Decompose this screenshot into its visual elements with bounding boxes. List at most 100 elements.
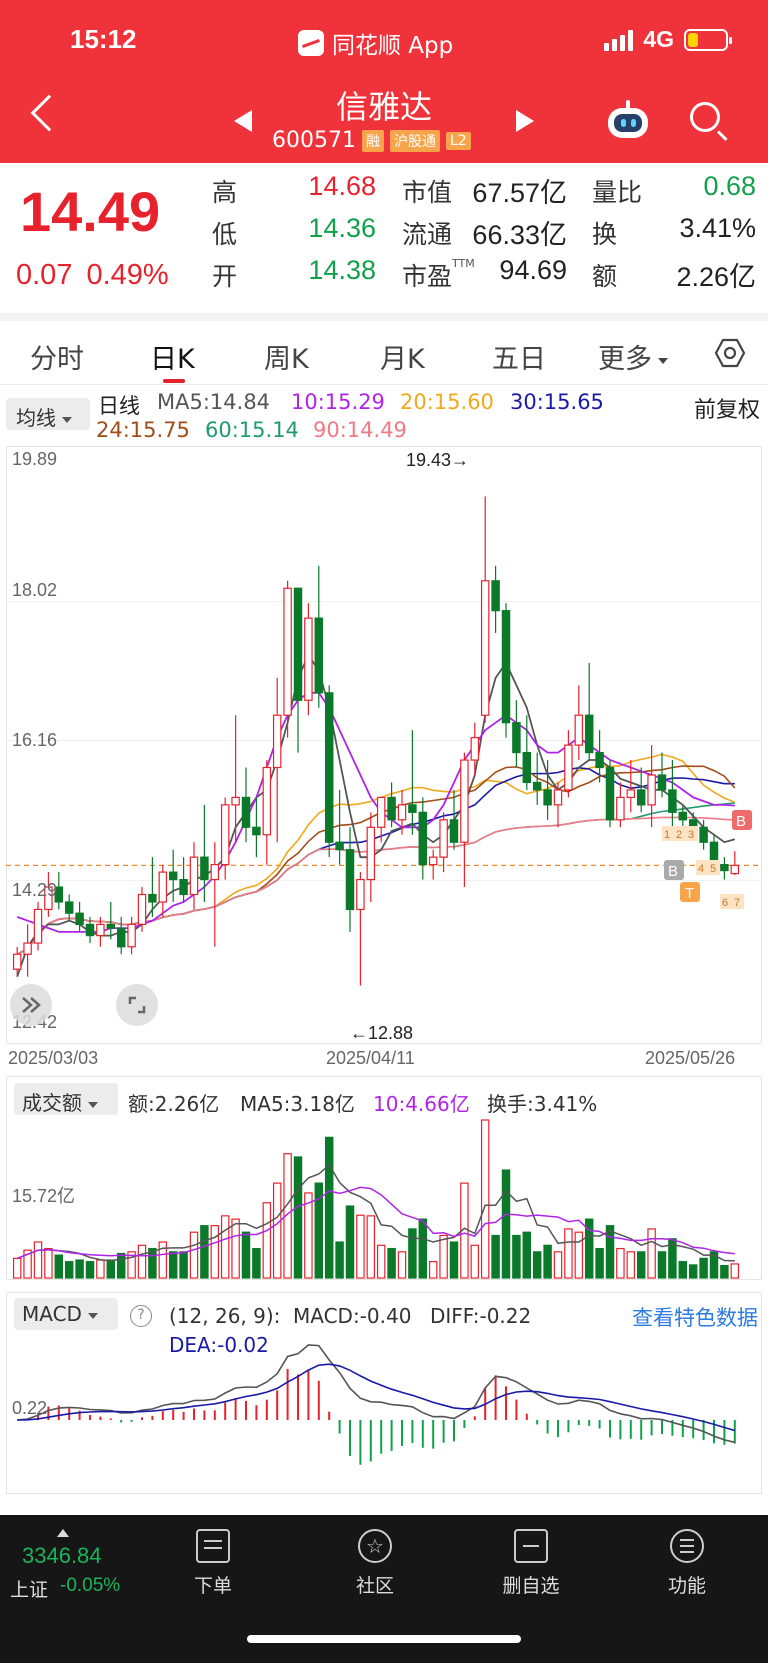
prev-stock-icon[interactable]: [234, 110, 252, 132]
stock-code: 600571: [272, 128, 356, 153]
price-axis-mid3: 14.29: [12, 880, 58, 900]
quote-panel: 14.49 0.07 0.49% 高 14.68 低 14.36 开 14.38 …: [0, 163, 768, 313]
macd-params: (12, 26, 9):: [169, 1304, 281, 1328]
last-price: 14.49: [20, 180, 161, 243]
turnover-label: 换: [592, 220, 618, 249]
pe-label: 市盈TTM: [402, 257, 475, 291]
stock-name: 信雅达: [335, 88, 432, 126]
turnover-value: 3.41%: [679, 213, 756, 243]
tag-margin: 融: [361, 129, 384, 152]
status-app-label: 同花顺 App: [332, 33, 454, 59]
tab-more[interactable]: 更多: [598, 337, 668, 376]
ma30-value: 30:15.65: [510, 390, 604, 414]
status-time: 15:12: [70, 24, 137, 54]
kline-chart-frame[interactable]: [6, 446, 762, 1044]
change-pct: 0.49%: [86, 259, 169, 291]
ma24-value: 24:15.75: [96, 418, 190, 442]
network-label: 4G: [643, 26, 674, 52]
open-label: 开: [212, 262, 238, 291]
index-value[interactable]: 3346.84: [22, 1543, 102, 1568]
low-marker-label: ←12.88: [350, 1023, 414, 1043]
volume-chart-frame[interactable]: [6, 1076, 762, 1280]
volume-ratio-value: 0.68: [703, 171, 756, 201]
period-tabs: 分时 日K 周K 月K 五日 更多: [0, 321, 768, 385]
ma60-value: 60:15.14: [205, 418, 299, 442]
index-up-icon: [57, 1529, 69, 1537]
tab-weekly-k[interactable]: 周K: [264, 344, 309, 375]
high-marker-label: 19.43→: [406, 450, 470, 470]
ma5-value: MA5:14.84: [157, 390, 271, 414]
ai-assistant-icon[interactable]: [604, 100, 652, 140]
macd-axis-label: 0.22: [12, 1398, 48, 1418]
community-icon: ☆: [358, 1529, 392, 1563]
more-caret-icon: [658, 357, 668, 364]
low-value: 14.36: [308, 213, 376, 243]
float-value: 66.33亿: [472, 220, 567, 250]
tab-daily-k[interactable]: 日K: [150, 344, 195, 375]
price-axis-mid2: 16.16: [12, 730, 58, 750]
amount-label: 额: [592, 262, 618, 291]
tab-intraday[interactable]: 分时: [30, 344, 84, 375]
high-label: 高: [212, 178, 238, 207]
section-divider: [0, 313, 768, 321]
feature-data-link[interactable]: 查看特色数据: [632, 1306, 758, 1330]
index-pct: -0.05%: [60, 1575, 121, 1596]
ma90-value: 90:14.49: [313, 418, 407, 442]
tag-connect: 沪股通: [389, 129, 440, 152]
order-icon: [196, 1529, 230, 1563]
macd-indicator-button[interactable]: MACD: [14, 1298, 118, 1330]
mcap-label: 市值: [402, 178, 453, 207]
nav-remove-watchlist[interactable]: 删自选: [486, 1529, 576, 1598]
bottom-bar: 3346.84 上证 -0.05% 下单 ☆ 社区 删自选 功能: [0, 1515, 768, 1663]
battery-icon: [684, 28, 732, 51]
date-mid: 2025/04/11: [326, 1048, 415, 1068]
ma-caret-icon: [62, 416, 72, 423]
ma-label-daily: 日线: [98, 394, 140, 418]
nav-order[interactable]: 下单: [168, 1529, 258, 1598]
macd-chart-frame[interactable]: [6, 1292, 762, 1494]
nav-community[interactable]: ☆ 社区: [330, 1529, 420, 1598]
fullscreen-icon: [128, 996, 146, 1014]
macd-diff: DIFF:-0.22: [430, 1304, 532, 1328]
expand-panel-button[interactable]: [10, 984, 52, 1026]
open-value: 14.38: [308, 255, 376, 285]
nav-community-label: 社区: [355, 1575, 394, 1597]
adjust-mode-button[interactable]: 前复权: [693, 398, 760, 423]
status-right: 4G: [604, 26, 732, 53]
volume-indicator-button[interactable]: 成交额: [14, 1083, 118, 1115]
signal-icon: [604, 29, 634, 51]
low-label: 低: [212, 220, 238, 249]
float-label: 流通: [402, 220, 453, 249]
double-chevron-icon: [22, 997, 41, 1013]
ma10-value: 10:15.29: [291, 390, 385, 414]
volume-ma10: 10:4.66亿: [373, 1092, 470, 1116]
volume-ma5: MA5:3.18亿: [240, 1092, 355, 1116]
status-app: 同花顺 App: [298, 26, 453, 60]
ma-selector-button[interactable]: 均线: [6, 398, 90, 430]
nav-functions[interactable]: 功能: [642, 1529, 732, 1598]
volume-axis-label: 15.72亿: [12, 1186, 76, 1206]
mcap-value: 67.57亿: [472, 178, 567, 208]
volume-amount: 额:2.26亿: [128, 1092, 220, 1116]
next-stock-icon[interactable]: [516, 110, 534, 132]
menu-icon: [670, 1529, 704, 1563]
search-icon[interactable]: [690, 102, 720, 132]
price-change: 0.07 0.49%: [16, 259, 183, 292]
app-header: 15:12 同花顺 App 4G 信雅达 600571 融 沪股通 L2: [0, 0, 768, 163]
pe-ttm-sup: TTM: [452, 257, 475, 270]
settings-hex-icon[interactable]: [714, 337, 746, 369]
macd-value: MACD:-0.40: [293, 1304, 412, 1328]
home-indicator: [247, 1635, 521, 1643]
help-icon[interactable]: ?: [130, 1305, 152, 1327]
nav-functions-label: 功能: [667, 1575, 706, 1597]
remove-watchlist-icon: [514, 1529, 548, 1563]
fullscreen-button[interactable]: [116, 984, 158, 1026]
date-start: 2025/03/03: [8, 1048, 99, 1068]
stock-code-row: 600571 融 沪股通 L2: [272, 128, 471, 153]
active-tab-indicator: [163, 379, 185, 383]
ma20-value: 20:15.60: [400, 390, 494, 414]
tag-l2: L2: [445, 131, 471, 150]
tab-monthly-k[interactable]: 月K: [380, 344, 425, 375]
tab-five-day[interactable]: 五日: [492, 344, 546, 375]
change-value: 0.07: [16, 259, 73, 291]
